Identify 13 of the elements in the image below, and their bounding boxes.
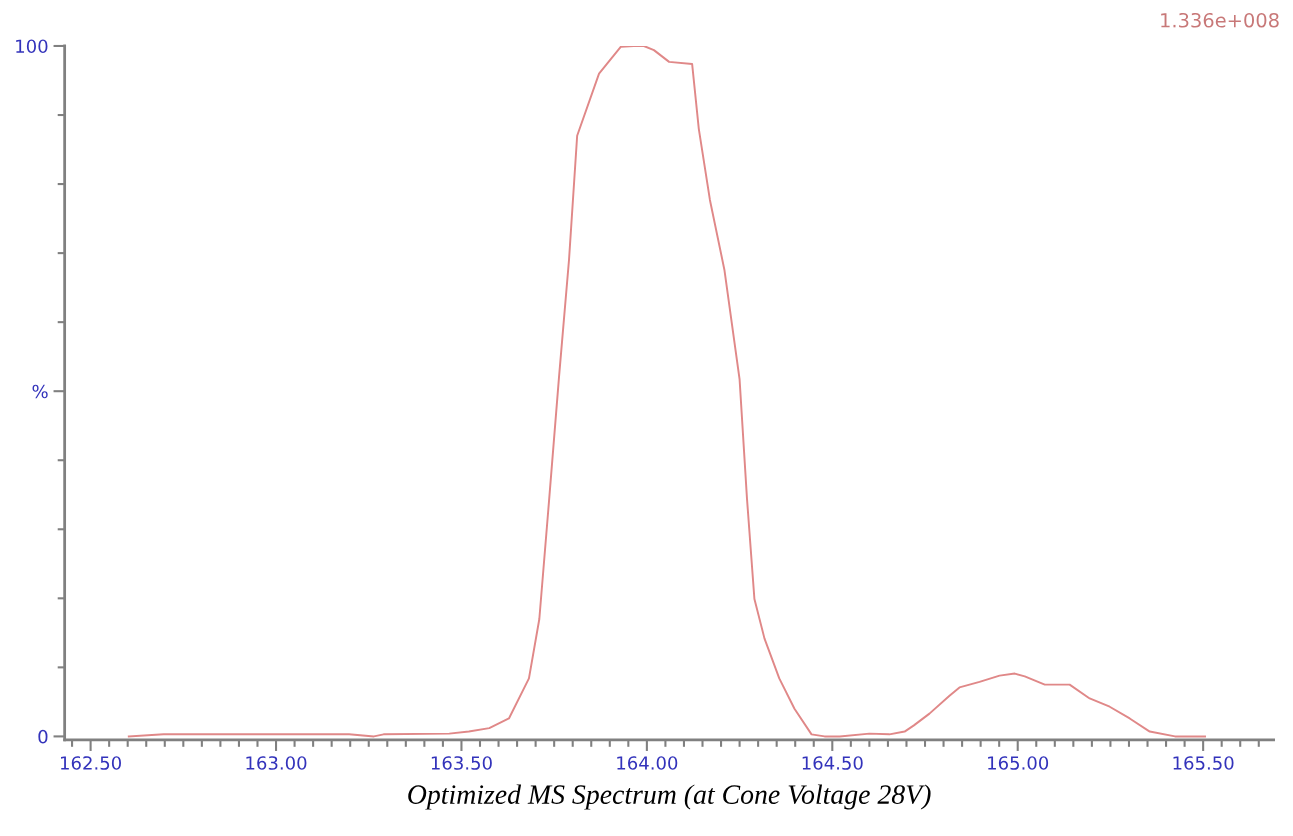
x-tick-label: 164.50 (802, 756, 863, 770)
line-series (127, 45, 1206, 738)
x-tick-label: 163.50 (431, 756, 492, 770)
y-tick-label: % (32, 384, 48, 399)
text: 1.336e+008 (1161, 12, 1279, 28)
x-tick-label: 163.00 (246, 756, 307, 770)
y-tick-label: 0 (38, 729, 48, 744)
x-tick-label: 165.00 (988, 756, 1049, 770)
x-tick-label: 165.50 (1173, 756, 1234, 770)
x-tick-label: 162.50 (61, 756, 121, 770)
y-tick-label: 100 (16, 39, 48, 54)
x-tick-label: 164.00 (617, 756, 678, 770)
x-axis-title: Optimized MS Spectrum (at Cone Voltage 28V) (408, 784, 931, 810)
